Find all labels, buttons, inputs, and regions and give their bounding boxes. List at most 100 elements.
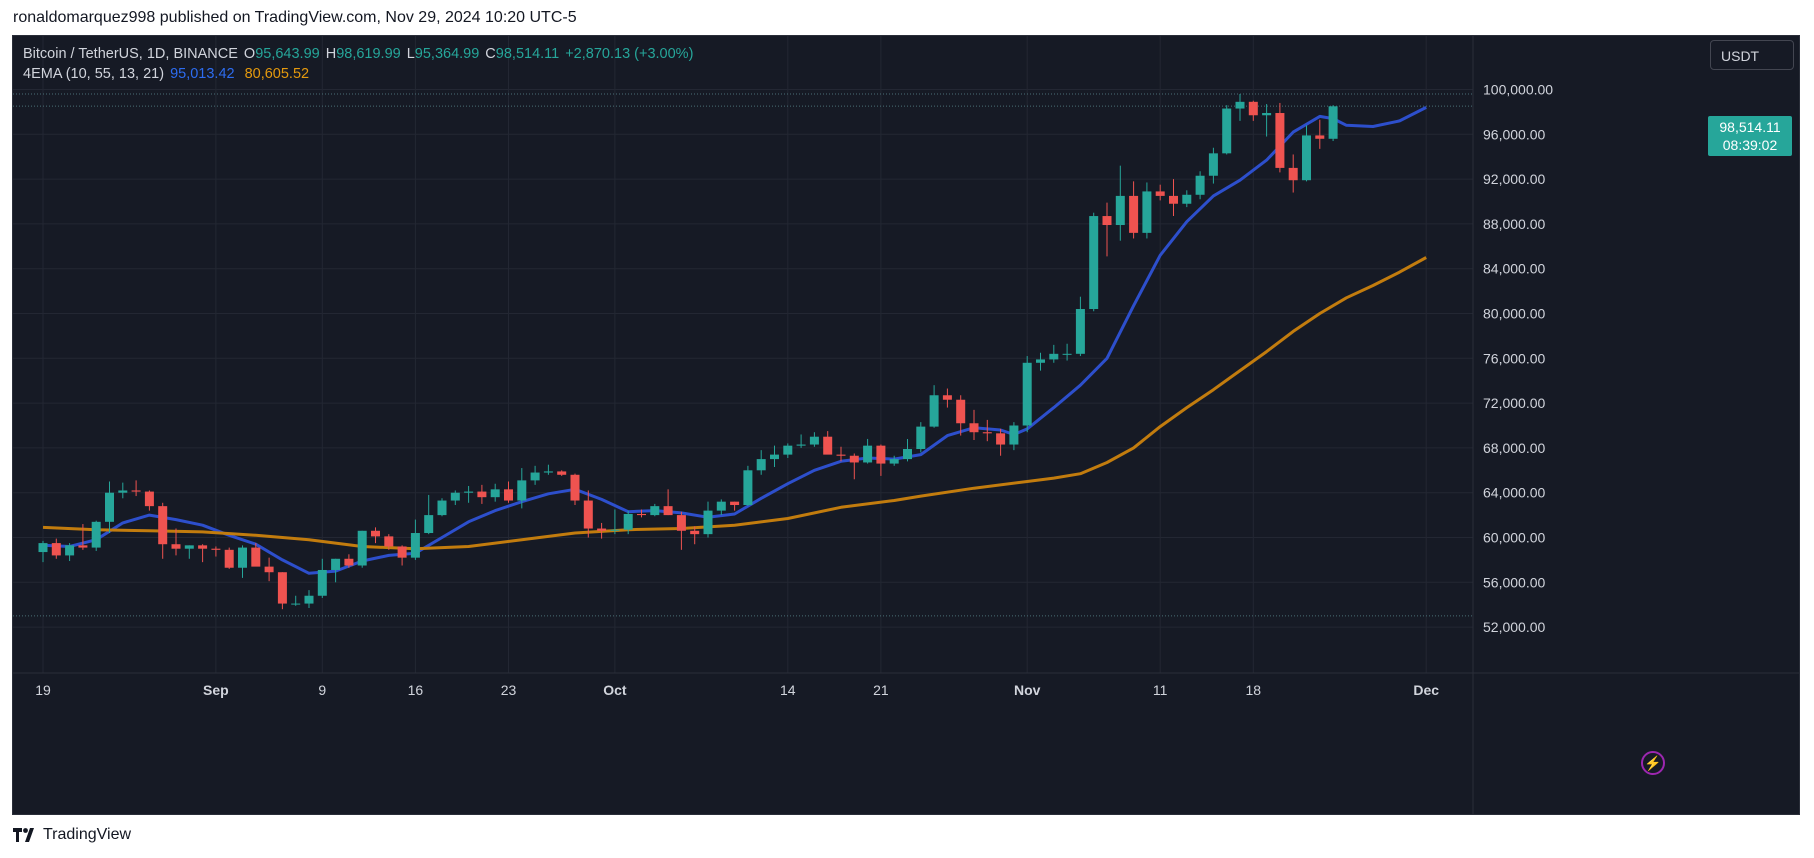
- close-label: C: [485, 46, 496, 62]
- published-line: ronaldomarquez998 published on TradingVi…: [13, 9, 577, 26]
- footer-brand[interactable]: TradingView: [13, 826, 131, 844]
- candle-down: [211, 548, 221, 550]
- candle-down: [504, 489, 513, 501]
- candle-down: [1248, 101, 1258, 116]
- candle-up: [490, 489, 500, 498]
- candle-up: [889, 459, 899, 464]
- candle-up: [650, 506, 660, 516]
- candle-down: [1102, 216, 1112, 226]
- candle-down: [956, 399, 966, 424]
- candle-up: [437, 500, 447, 516]
- candle-up: [1302, 135, 1311, 181]
- high-value: 98,619.99: [336, 46, 401, 62]
- candle-down: [51, 543, 61, 556]
- candle-up: [903, 449, 912, 460]
- candle-down: [384, 536, 394, 547]
- candle-up: [610, 529, 620, 531]
- candle-up: [1222, 108, 1232, 154]
- y-tick-label: 80,000.00: [1483, 306, 1545, 322]
- bar-countdown: 08:39:02: [1722, 137, 1778, 153]
- candle-down: [264, 566, 274, 573]
- candle-up: [1142, 191, 1152, 233]
- candle-down: [251, 547, 261, 567]
- candle-down: [371, 530, 380, 537]
- x-tick-label: 21: [873, 682, 889, 698]
- candle-down: [158, 506, 168, 545]
- candle-down: [557, 471, 567, 475]
- candle-up: [716, 501, 726, 511]
- indicator-name[interactable]: 4EMA (10, 55, 13, 21): [23, 66, 165, 82]
- candle-up: [91, 521, 101, 548]
- symbol-name[interactable]: Bitcoin / TetherUS, 1D, BINANCE: [23, 46, 238, 62]
- candle-up: [1062, 353, 1072, 355]
- candle-down: [583, 500, 593, 529]
- candle-up: [1036, 359, 1045, 363]
- candle-up: [916, 426, 926, 450]
- y-tick-label: 84,000.00: [1483, 261, 1545, 277]
- candle-down: [224, 549, 234, 568]
- y-tick-label: 100,000.00: [1483, 82, 1553, 98]
- candle-down: [78, 545, 88, 548]
- ema-slow-line: [42, 256, 1427, 551]
- candle-up: [530, 472, 540, 481]
- candle-up: [1022, 362, 1032, 426]
- chart-canvas[interactable]: 100,000.00 96,000.00 92,000.00 88,000.00 84,…: [13, 36, 1799, 814]
- last-price: 98,514.11: [1719, 119, 1781, 135]
- currency-button[interactable]: USDT: [1710, 40, 1794, 70]
- x-tick-label: Sep: [203, 682, 229, 698]
- x-tick-label: Nov: [1014, 682, 1041, 698]
- y-tick-label: 92,000.00: [1483, 171, 1545, 187]
- ema-fast-value: 95,013.42: [170, 66, 235, 82]
- low-value: 95,364.99: [414, 46, 480, 62]
- open-label: O: [243, 46, 256, 62]
- candle-up: [464, 491, 474, 493]
- y-tick-label: 76,000.00: [1483, 350, 1545, 366]
- candle-up: [1009, 425, 1019, 445]
- footer-brand-label: TradingView: [43, 826, 132, 843]
- y-tick-label: 96,000.00: [1483, 126, 1545, 142]
- candle-up: [291, 603, 301, 605]
- candle-up: [1195, 175, 1205, 195]
- candle-up: [317, 569, 327, 596]
- candle-down: [1169, 195, 1178, 204]
- candle-down: [144, 491, 154, 507]
- y-tick-label: 60,000.00: [1483, 530, 1545, 546]
- candle-down: [171, 544, 181, 549]
- x-tick-label: 16: [408, 682, 424, 698]
- candle-down: [1155, 191, 1165, 196]
- candle-up: [743, 470, 753, 506]
- ema-fast-line: [42, 106, 1427, 575]
- y-tick-label: 52,000.00: [1483, 619, 1545, 635]
- x-tick-label: Oct: [603, 682, 627, 698]
- y-tick-label: 88,000.00: [1483, 216, 1545, 232]
- x-tick-label: 19: [35, 682, 51, 698]
- candle-up: [1182, 194, 1192, 204]
- candle-up: [543, 471, 553, 473]
- candle-down: [996, 433, 1006, 445]
- candle-up: [783, 445, 793, 455]
- candle-up: [1075, 309, 1085, 354]
- candle-down: [597, 528, 607, 531]
- candle-up: [770, 454, 779, 460]
- candle-down: [131, 490, 141, 492]
- candle-up: [184, 545, 194, 549]
- candle-up: [357, 530, 367, 566]
- candle-up: [929, 395, 939, 427]
- candle-down: [836, 454, 846, 456]
- candle-down: [969, 423, 979, 433]
- candle-up: [65, 545, 75, 556]
- close-value: 98,514.11: [495, 46, 560, 62]
- candle-down: [823, 436, 833, 455]
- candle-up: [796, 444, 806, 446]
- x-tick-label: 14: [780, 682, 796, 698]
- candle-up: [1089, 216, 1099, 310]
- candle-up: [331, 558, 341, 570]
- candle-up: [118, 490, 128, 493]
- candle-down: [982, 432, 992, 434]
- lightning-icon[interactable]: ⚡: [1641, 751, 1665, 775]
- candle-up: [756, 459, 766, 471]
- candle-down: [942, 395, 952, 400]
- chart-frame[interactable]: 100,000.00 96,000.00 92,000.00 88,000.00 84,…: [12, 35, 1800, 815]
- low-label: L: [406, 46, 415, 62]
- candle-up: [703, 510, 713, 535]
